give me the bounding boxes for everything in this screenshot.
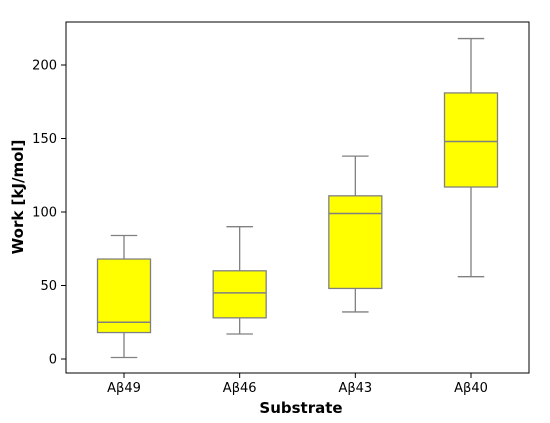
box-4 <box>443 37 499 278</box>
box-iqr <box>212 270 267 319</box>
x-tick-label: Aβ40 <box>454 381 488 396</box>
box-iqr <box>96 258 152 334</box>
box-iqr <box>328 195 383 290</box>
box-1 <box>96 234 152 359</box>
x-tick-label: Aβ43 <box>338 381 372 396</box>
y-tick-label: 50 <box>40 279 57 294</box>
box-2 <box>212 226 267 335</box>
plot-frame <box>65 21 530 374</box>
x-tick-label: Aβ46 <box>223 381 257 396</box>
y-tick-label: 100 <box>32 206 57 221</box>
x-axis: Aβ49 Aβ46 Aβ43 Aβ40 <box>107 373 488 396</box>
boxes-layer <box>96 37 499 359</box>
y-tick-label: 200 <box>32 59 57 74</box>
x-axis-label: Substrate <box>259 399 342 417</box>
box-iqr <box>443 92 499 188</box>
y-axis-label: Work [kJ/mol] <box>9 140 27 255</box>
y-tick-label: 150 <box>32 132 57 147</box>
box-3 <box>328 155 383 313</box>
x-tick-label: Aβ49 <box>107 381 141 396</box>
y-tick-label: 0 <box>49 353 57 368</box>
y-axis: 0 50 100 150 200 <box>32 59 66 368</box>
